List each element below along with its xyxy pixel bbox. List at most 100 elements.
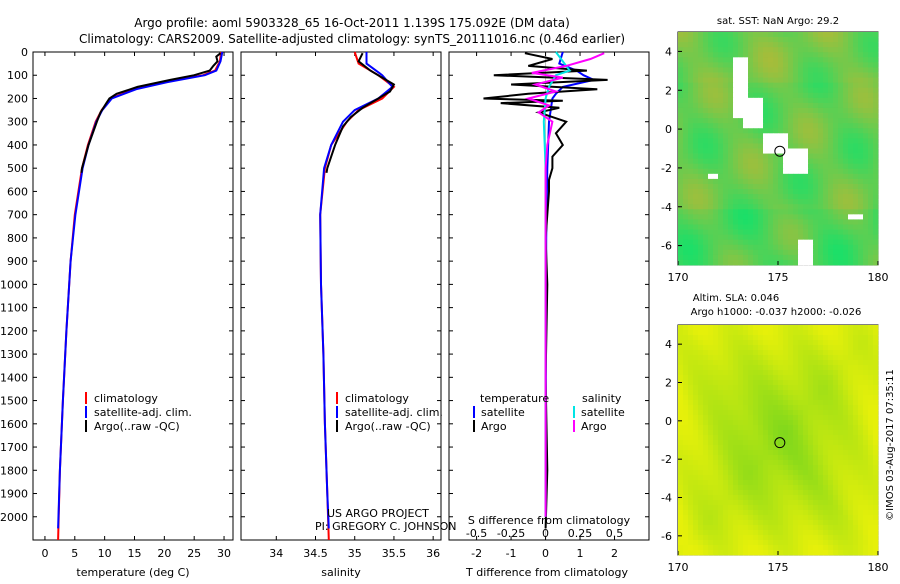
map-cell xyxy=(813,32,819,38)
map-cell xyxy=(703,254,709,261)
map-cell xyxy=(733,515,739,521)
map-cell xyxy=(763,183,769,190)
map-cell xyxy=(873,490,879,496)
map-cell xyxy=(873,148,879,154)
map-cell xyxy=(783,370,789,376)
map-cell xyxy=(808,460,814,466)
map-cell xyxy=(808,360,814,366)
map-cell xyxy=(848,249,854,256)
map-cell xyxy=(868,440,874,446)
map-cell xyxy=(868,335,874,341)
map-cell xyxy=(788,87,794,94)
map-cell xyxy=(818,37,824,43)
map-cell xyxy=(828,254,834,261)
map-cell xyxy=(693,490,699,496)
map-cell xyxy=(793,138,799,144)
map-cell xyxy=(868,244,874,251)
map-cell xyxy=(808,168,814,175)
map-cell xyxy=(833,495,839,501)
map-cell xyxy=(788,82,794,89)
map-cell xyxy=(753,425,759,431)
map-cell xyxy=(783,340,789,346)
map-cell xyxy=(738,209,744,215)
map-cell xyxy=(753,194,759,200)
map-cell xyxy=(803,229,809,236)
map-cell xyxy=(793,480,799,486)
map-cell xyxy=(753,67,759,73)
map-cell xyxy=(818,500,824,506)
map-cell xyxy=(823,485,829,491)
map-cell xyxy=(798,375,804,381)
map-cell xyxy=(718,325,724,331)
map-cell xyxy=(783,82,789,89)
map-cell xyxy=(813,455,819,461)
map-cell xyxy=(748,239,754,246)
map-cell xyxy=(708,410,714,416)
map-cell xyxy=(778,113,784,119)
map-cell xyxy=(838,350,844,356)
map-cell xyxy=(868,148,874,154)
map-cell xyxy=(853,47,859,53)
map-cell xyxy=(738,249,744,256)
map-cell xyxy=(743,545,749,551)
map-cell xyxy=(753,525,759,531)
map-cell xyxy=(803,219,809,225)
map-cell xyxy=(683,535,689,541)
map-cell xyxy=(758,500,764,506)
map-cell xyxy=(813,355,819,361)
map-cell xyxy=(793,470,799,476)
map-cell xyxy=(808,500,814,506)
map-cell xyxy=(808,189,814,195)
map-cell xyxy=(743,234,749,241)
map-cell xyxy=(863,229,869,236)
argo-position-marker xyxy=(774,145,786,157)
map-cell xyxy=(838,460,844,466)
map-cell xyxy=(873,87,879,94)
map-cell xyxy=(743,395,749,401)
map-cell xyxy=(688,42,694,48)
map-cell xyxy=(843,133,849,139)
map-cell xyxy=(738,520,744,526)
map-cell xyxy=(678,360,684,366)
map-cell xyxy=(858,475,864,481)
map-cell xyxy=(818,505,824,511)
map-cell xyxy=(848,410,854,416)
map-cell xyxy=(683,67,689,73)
map-cell xyxy=(758,455,764,461)
map-cell xyxy=(733,87,739,94)
map-cell xyxy=(838,92,844,99)
map-cell xyxy=(838,209,844,215)
map-cell xyxy=(678,505,684,511)
map-cell xyxy=(783,138,789,144)
map-cell xyxy=(678,219,684,225)
map-cell xyxy=(743,485,749,491)
map-cell xyxy=(843,375,849,381)
map-cell xyxy=(758,360,764,366)
map-cell xyxy=(683,515,689,521)
map-cell xyxy=(868,325,874,331)
map-cell xyxy=(778,259,784,266)
map-cell xyxy=(738,194,744,200)
map-cell xyxy=(758,465,764,471)
map-cell xyxy=(723,87,729,94)
map-cell xyxy=(833,128,839,134)
map-cell xyxy=(748,123,754,129)
map-cell xyxy=(868,455,874,461)
map-cell xyxy=(873,37,879,43)
map-cell xyxy=(838,32,844,38)
map-cell xyxy=(838,400,844,406)
map-cell xyxy=(733,345,739,351)
map-cell xyxy=(868,143,874,149)
map-cell xyxy=(748,254,754,261)
map-cell xyxy=(733,450,739,456)
map-cell xyxy=(723,113,729,119)
map-cell xyxy=(838,345,844,351)
map-cell xyxy=(688,37,694,43)
map-cell xyxy=(833,385,839,391)
map-cell xyxy=(858,430,864,436)
map-cell xyxy=(748,183,754,190)
temperature-plot-frame xyxy=(32,51,234,541)
map-cell xyxy=(733,244,739,251)
map-cell xyxy=(733,360,739,366)
map-cell xyxy=(813,107,819,114)
